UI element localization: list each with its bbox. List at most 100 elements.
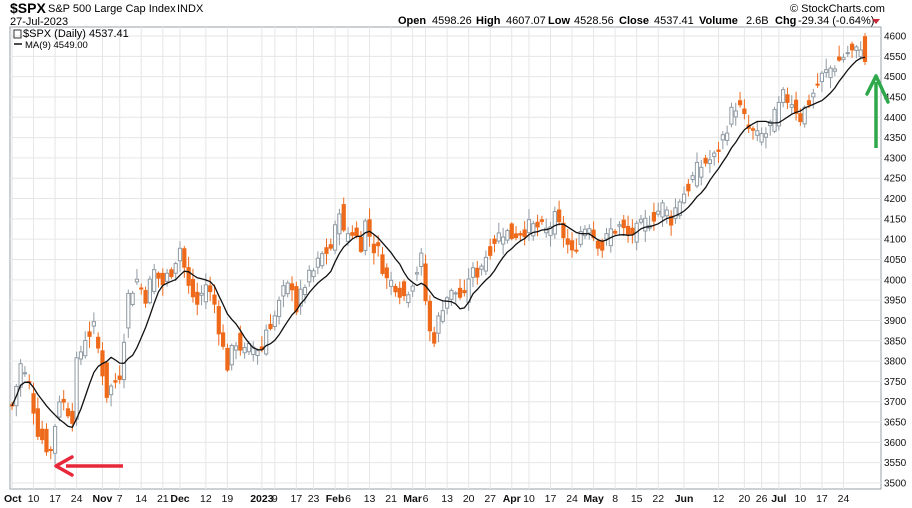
candle-body	[350, 232, 355, 236]
candle-body	[195, 291, 200, 305]
y-tick-label: 4500	[884, 72, 907, 83]
legend-ma-entry: MA(9) 4549.00	[25, 40, 88, 51]
x-tick-label: 23	[308, 493, 320, 505]
candle-body	[470, 267, 476, 278]
candle	[750, 126, 756, 140]
y-tick-label: 3800	[884, 357, 907, 368]
close-value: 4537.41	[654, 15, 694, 27]
candle	[445, 296, 450, 315]
candle	[518, 230, 523, 242]
candle-body	[483, 256, 488, 272]
candle-body	[725, 132, 730, 141]
candle-body	[22, 372, 28, 375]
candle	[406, 291, 411, 308]
candle-body	[380, 254, 385, 274]
candle-body	[613, 230, 618, 234]
candle-body	[462, 290, 467, 294]
candle	[44, 423, 49, 456]
candle-body	[862, 36, 868, 62]
candle	[595, 238, 600, 256]
candle-body	[199, 292, 204, 296]
candle-body	[363, 220, 368, 252]
candle-body	[841, 57, 846, 61]
candle-body	[190, 278, 196, 298]
x-tick-label: 21	[385, 493, 397, 505]
candle-body	[289, 283, 295, 291]
low-value: 4528.56	[574, 15, 614, 27]
candle-body	[733, 110, 738, 118]
candle-body	[651, 212, 657, 222]
candle-body	[742, 108, 747, 115]
candle	[712, 150, 717, 166]
candle	[669, 210, 674, 236]
x-tick-label: 6	[423, 493, 429, 505]
candle-body	[268, 323, 273, 330]
watermark: © StockCharts.com	[790, 3, 885, 15]
candle-body	[811, 92, 816, 98]
x-tick-label: 20	[463, 493, 475, 505]
candle-body	[48, 449, 53, 452]
x-tick-label: 24	[838, 493, 850, 505]
candle-body	[673, 207, 678, 220]
candle-body	[208, 285, 213, 293]
candle	[565, 229, 570, 254]
candle	[139, 283, 144, 295]
volume-label: Volume	[699, 15, 738, 27]
x-tick-label: 8	[612, 493, 618, 505]
x-tick-label: 17	[816, 493, 828, 505]
candle-body	[449, 289, 454, 300]
candle-body	[423, 263, 428, 302]
candle	[113, 373, 118, 389]
candle-body	[539, 219, 544, 222]
candle	[862, 33, 868, 66]
legend-candle-icon	[13, 29, 22, 39]
candle-body	[134, 278, 140, 283]
candle-body	[513, 233, 519, 239]
candle-body	[475, 267, 480, 278]
candle-body	[130, 292, 135, 306]
candle	[505, 228, 510, 244]
candle	[143, 286, 148, 308]
y-tick-label: 4100	[884, 235, 907, 246]
candle-body	[569, 240, 575, 251]
candle	[660, 199, 665, 227]
candle-body	[307, 269, 312, 283]
candle	[22, 366, 28, 377]
candle-body	[824, 69, 829, 74]
candle-body	[216, 306, 221, 335]
candle-body	[669, 215, 674, 226]
x-tick-label: 26	[756, 493, 768, 505]
candle-body	[492, 238, 497, 244]
candle	[96, 332, 101, 354]
x-tick-label: Dec	[170, 493, 189, 505]
candle	[285, 280, 290, 298]
y-tick-label: 3500	[884, 479, 907, 490]
candle	[104, 361, 109, 403]
y-tick-label: 3850	[884, 336, 907, 347]
candle-body	[376, 242, 381, 247]
x-tick-label: Jul	[771, 493, 786, 505]
candle-body	[837, 56, 842, 61]
candle-body	[78, 351, 84, 360]
candle-body	[345, 233, 351, 242]
candle	[561, 215, 566, 248]
candle	[432, 326, 437, 348]
x-tick-label: 15	[631, 493, 643, 505]
candle-body	[57, 401, 62, 418]
y-tick-label: 4250	[884, 174, 907, 185]
candle-body	[225, 347, 230, 371]
candle-body	[358, 236, 364, 252]
candle-body	[354, 227, 359, 237]
candle-body	[401, 281, 407, 297]
candle	[268, 314, 273, 331]
candle-body	[535, 221, 540, 228]
candle-body	[849, 43, 855, 51]
candle-body	[182, 248, 187, 268]
y-tick-label: 4000	[884, 275, 907, 286]
candle	[613, 229, 618, 237]
candle	[548, 221, 553, 247]
candle-body	[737, 100, 743, 106]
exchange-label: INDX	[177, 3, 204, 15]
candle-body	[113, 380, 118, 383]
